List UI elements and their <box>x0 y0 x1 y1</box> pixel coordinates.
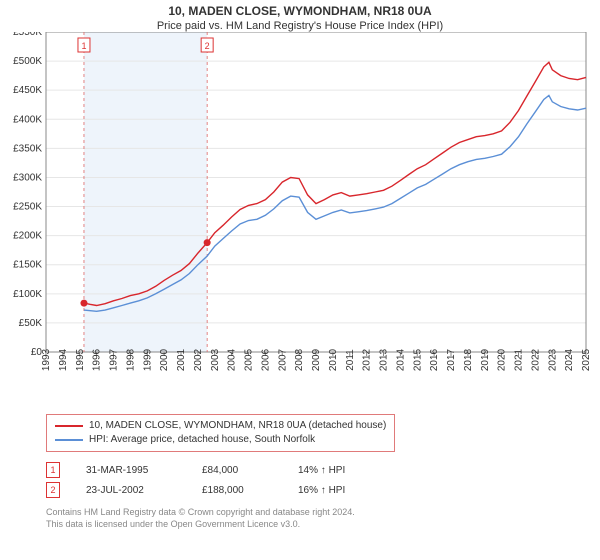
svg-text:2015: 2015 <box>412 348 423 371</box>
annotation-delta: 14% ↑ HPI <box>298 465 345 476</box>
svg-text:2006: 2006 <box>260 348 271 371</box>
svg-text:£400K: £400K <box>13 114 42 125</box>
svg-text:1: 1 <box>81 41 86 51</box>
svg-text:2016: 2016 <box>429 348 440 371</box>
svg-text:£450K: £450K <box>13 85 42 96</box>
annotation-badge: 1 <box>46 462 60 478</box>
annotation-price: £188,000 <box>202 485 272 496</box>
svg-text:2011: 2011 <box>345 349 356 371</box>
svg-text:2007: 2007 <box>277 348 288 371</box>
legend-item: 10, MADEN CLOSE, WYMONDHAM, NR18 0UA (de… <box>55 419 386 433</box>
line-chart: £0£50K£100K£150K£200K£250K£300K£350K£400… <box>0 32 600 408</box>
legend-swatch <box>55 439 83 441</box>
legend-label: HPI: Average price, detached house, Sout… <box>89 433 315 447</box>
svg-text:2021: 2021 <box>514 348 525 371</box>
svg-text:£350K: £350K <box>13 143 42 154</box>
svg-text:2: 2 <box>205 41 210 51</box>
svg-text:2017: 2017 <box>446 348 457 371</box>
svg-text:£50K: £50K <box>19 318 43 329</box>
svg-text:2003: 2003 <box>210 348 221 371</box>
legend-swatch <box>55 425 83 427</box>
svg-text:1997: 1997 <box>109 348 120 371</box>
svg-text:£100K: £100K <box>13 289 42 300</box>
svg-text:2010: 2010 <box>328 348 339 371</box>
svg-text:2000: 2000 <box>159 348 170 371</box>
footnote: Contains HM Land Registry data © Crown c… <box>46 506 580 530</box>
svg-text:2005: 2005 <box>244 348 255 371</box>
svg-text:1993: 1993 <box>41 348 52 371</box>
svg-text:2002: 2002 <box>193 348 204 371</box>
legend: 10, MADEN CLOSE, WYMONDHAM, NR18 0UA (de… <box>46 414 395 452</box>
svg-text:2013: 2013 <box>379 348 390 371</box>
annotation-table: 1 31-MAR-1995 £84,000 14% ↑ HPI 2 23-JUL… <box>46 460 580 500</box>
svg-text:2008: 2008 <box>294 348 305 371</box>
svg-text:£300K: £300K <box>13 172 42 183</box>
svg-text:£200K: £200K <box>13 231 42 242</box>
annotation-badge: 2 <box>46 482 60 498</box>
svg-text:2025: 2025 <box>581 348 592 371</box>
annotation-date: 23-JUL-2002 <box>86 485 176 496</box>
legend-label: 10, MADEN CLOSE, WYMONDHAM, NR18 0UA (de… <box>89 419 386 433</box>
svg-text:£550K: £550K <box>13 32 42 38</box>
svg-text:1996: 1996 <box>92 348 103 371</box>
table-row: 2 23-JUL-2002 £188,000 16% ↑ HPI <box>46 480 580 500</box>
footnote-line: This data is licensed under the Open Gov… <box>46 518 580 530</box>
svg-text:2009: 2009 <box>311 348 322 371</box>
legend-item: HPI: Average price, detached house, Sout… <box>55 433 386 447</box>
svg-text:£150K: £150K <box>13 260 42 271</box>
annotation-delta: 16% ↑ HPI <box>298 485 345 496</box>
svg-text:2018: 2018 <box>463 348 474 371</box>
svg-text:1994: 1994 <box>58 348 69 371</box>
chart-subtitle: Price paid vs. HM Land Registry's House … <box>0 20 600 32</box>
table-row: 1 31-MAR-1995 £84,000 14% ↑ HPI <box>46 460 580 480</box>
chart-title: 10, MADEN CLOSE, WYMONDHAM, NR18 0UA <box>0 4 600 18</box>
svg-text:2024: 2024 <box>564 348 575 371</box>
svg-text:2023: 2023 <box>547 348 558 371</box>
svg-text:2004: 2004 <box>227 348 238 371</box>
svg-text:2001: 2001 <box>176 348 187 371</box>
svg-text:2019: 2019 <box>480 348 491 371</box>
svg-text:2022: 2022 <box>530 348 541 371</box>
svg-text:£500K: £500K <box>13 56 42 67</box>
svg-text:2012: 2012 <box>362 348 373 371</box>
svg-text:2014: 2014 <box>395 348 406 371</box>
annotation-price: £84,000 <box>202 465 272 476</box>
svg-text:1998: 1998 <box>125 348 136 371</box>
svg-text:1999: 1999 <box>142 348 153 371</box>
footnote-line: Contains HM Land Registry data © Crown c… <box>46 506 580 518</box>
svg-text:£250K: £250K <box>13 202 42 213</box>
svg-text:2020: 2020 <box>497 348 508 371</box>
annotation-date: 31-MAR-1995 <box>86 465 176 476</box>
